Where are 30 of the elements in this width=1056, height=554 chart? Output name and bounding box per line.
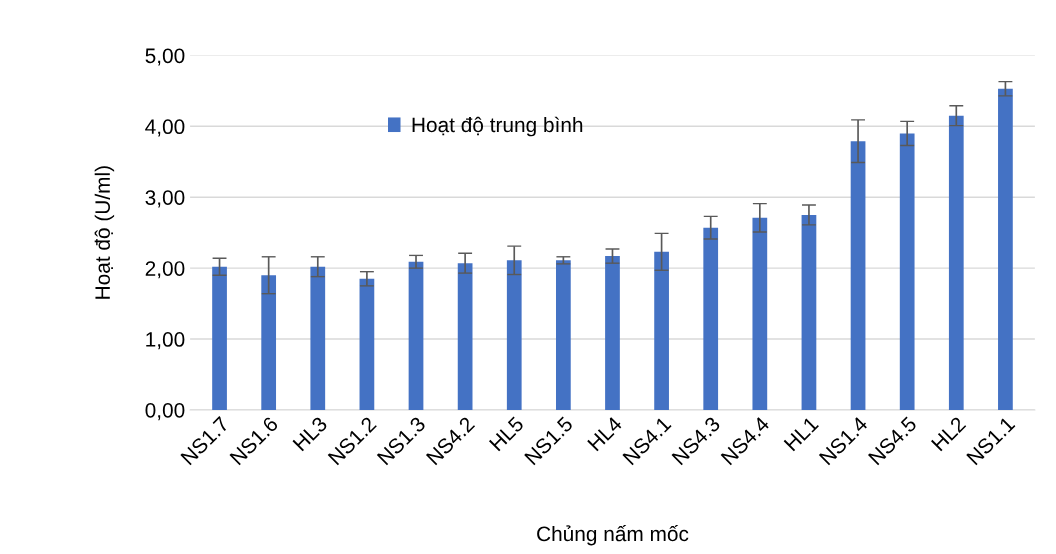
bar <box>948 115 964 410</box>
y-tick-label: 1,00 <box>146 332 185 350</box>
bar <box>457 263 473 410</box>
x-tick-label: HL4 <box>587 415 623 452</box>
bar <box>310 266 326 410</box>
y-tick-label: 5,00 <box>145 48 185 66</box>
bar <box>605 256 620 410</box>
bar <box>506 260 522 410</box>
bar <box>261 275 277 410</box>
y-tick-label: 2,00 <box>145 261 185 279</box>
bar <box>752 217 768 410</box>
bar <box>556 260 571 410</box>
bar <box>703 227 719 410</box>
bar <box>801 214 817 410</box>
x-tick-label: HL3 <box>292 415 328 452</box>
x-tick-label: HL2 <box>930 415 967 452</box>
y-axis-title: Hoạt độ (U/ml) <box>94 166 115 299</box>
y-tick-label: 4,00 <box>145 119 185 137</box>
bar <box>899 133 915 410</box>
bar <box>998 88 1013 410</box>
y-tick-label: 3,00 <box>145 190 185 208</box>
x-tick-label: HL1 <box>783 416 819 452</box>
x-tick-label: HL5 <box>488 415 525 452</box>
legend-label: Hoạt độ trung bình <box>412 116 583 137</box>
bar <box>850 141 866 410</box>
bar <box>212 266 227 410</box>
bar <box>654 251 669 410</box>
x-axis-title: Chủng nấm mốc <box>537 525 689 546</box>
bar <box>408 261 424 410</box>
bar <box>359 278 375 410</box>
